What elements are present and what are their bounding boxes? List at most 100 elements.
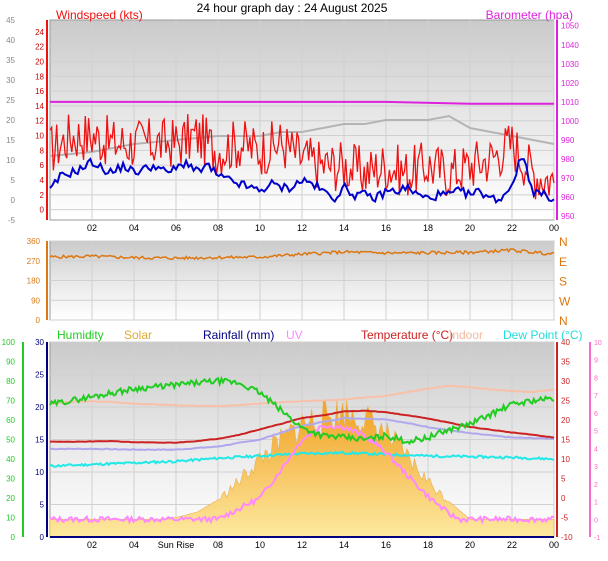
wind-inner-tick-label: 2 bbox=[40, 191, 45, 200]
temp-tick-label: 5 bbox=[561, 475, 566, 484]
wind-x-tick-label: 04 bbox=[129, 223, 139, 233]
wind-inner-tick-label: 24 bbox=[35, 28, 44, 37]
dir-compass-label: S bbox=[559, 275, 567, 289]
uv-tick-label: 10 bbox=[594, 340, 602, 347]
wind-x-tick-label: 00 bbox=[549, 223, 559, 233]
wind-inner-tick-label: 0 bbox=[40, 206, 45, 215]
dir-tick-label: 270 bbox=[27, 257, 41, 266]
humidity-tick-label: 40 bbox=[6, 455, 15, 464]
rain-tick-label: 20 bbox=[35, 403, 44, 412]
series-barometer-history bbox=[49, 114, 555, 157]
rain-tick-label: 30 bbox=[35, 338, 44, 347]
legend-indoor: Indoor bbox=[449, 328, 483, 342]
uv-tick-label: 1 bbox=[594, 500, 598, 507]
dir-tick-label: 180 bbox=[27, 277, 41, 286]
wind-x-tick-label: 06 bbox=[171, 223, 181, 233]
series-windspeed bbox=[49, 114, 555, 200]
temp-tick-label: 0 bbox=[561, 494, 566, 503]
humidity-tick-label: 20 bbox=[6, 494, 15, 503]
wind-outer-tick-label: 35 bbox=[6, 56, 15, 65]
wind-outer-tick-label: 5 bbox=[11, 176, 16, 185]
wind-outer-tick-label: 45 bbox=[6, 16, 15, 25]
legend-rainfall: Rainfall (mm) bbox=[203, 328, 274, 342]
dir-compass-label: N bbox=[559, 235, 568, 249]
wind-outer-tick-label: -5 bbox=[8, 216, 16, 225]
temp-x-tick-label: 10 bbox=[255, 540, 265, 550]
dir-compass-label: N bbox=[559, 314, 568, 328]
temp-x-tick-label: 04 bbox=[129, 540, 139, 550]
baro-tick-label: 1020 bbox=[561, 79, 579, 88]
uv-tick-label: 7 bbox=[594, 393, 598, 400]
uv-tick-label: 3 bbox=[594, 464, 598, 471]
rain-tick-label: 5 bbox=[40, 501, 45, 510]
temp-x-tick-label: 16 bbox=[381, 540, 391, 550]
wind-outer-tick-label: 40 bbox=[6, 36, 15, 45]
temp-x-tick-label: 00 bbox=[549, 540, 559, 550]
temp-x-tick-label: 08 bbox=[213, 540, 223, 550]
humidity-tick-label: 90 bbox=[6, 358, 15, 367]
temp-x-tick-label: Sun Rise bbox=[158, 540, 195, 550]
legend-solar: Solar bbox=[124, 328, 152, 342]
temp-x-tick-label: 02 bbox=[87, 540, 97, 550]
baro-tick-label: 960 bbox=[561, 193, 575, 202]
legend-humidity: Humidity bbox=[57, 328, 104, 342]
rain-tick-label: 0 bbox=[40, 533, 45, 542]
series-indoor bbox=[49, 384, 555, 408]
wind-inner-tick-label: 8 bbox=[40, 146, 45, 155]
baro-tick-label: 1040 bbox=[561, 41, 579, 50]
rain-tick-label: 10 bbox=[35, 468, 44, 477]
wind-x-tick-label: 12 bbox=[297, 223, 307, 233]
temp-x-tick-label: 20 bbox=[465, 540, 475, 550]
baro-tick-label: 990 bbox=[561, 136, 575, 145]
wind-inner-tick-label: 12 bbox=[35, 117, 44, 126]
uv-tick-label: 0 bbox=[594, 517, 598, 524]
series-temperature bbox=[50, 409, 555, 444]
legend-temperature: Temperature (°C) bbox=[361, 328, 453, 342]
humidity-tick-label: 70 bbox=[6, 397, 15, 406]
wind-x-tick-label: 08 bbox=[213, 223, 223, 233]
baro-tick-label: 950 bbox=[561, 212, 575, 221]
baro-tick-label: 970 bbox=[561, 174, 575, 183]
graph-title: 24 hour graph day : 24 August 2025 bbox=[197, 1, 388, 15]
wind-x-tick-label: 20 bbox=[465, 223, 475, 233]
uv-tick-label: 6 bbox=[594, 411, 598, 418]
uv-tick-label: -1 bbox=[594, 535, 600, 542]
wind-inner-tick-label: 22 bbox=[35, 43, 44, 52]
wind-x-tick-label: 18 bbox=[423, 223, 433, 233]
wind-inner-tick-label: 10 bbox=[35, 132, 44, 141]
temp-tick-label: 10 bbox=[561, 455, 570, 464]
series-gust bbox=[49, 157, 555, 205]
temp-tick-label: 40 bbox=[561, 338, 570, 347]
temp-tick-label: -5 bbox=[561, 514, 569, 523]
baro-tick-label: 1050 bbox=[561, 22, 579, 31]
dir-tick-label: 0 bbox=[36, 316, 41, 325]
wind-inner-tick-label: 6 bbox=[40, 161, 45, 170]
wind-inner-tick-label: 20 bbox=[35, 57, 44, 66]
humidity-tick-label: 10 bbox=[6, 514, 15, 523]
wind-inner-tick-label: 14 bbox=[35, 102, 44, 111]
baro-tick-label: 1000 bbox=[561, 117, 579, 126]
humidity-tick-label: 50 bbox=[6, 436, 15, 445]
series-dewpoint bbox=[49, 450, 555, 468]
uv-tick-label: 5 bbox=[594, 429, 598, 436]
dir-tick-label: 90 bbox=[31, 296, 40, 305]
temp-x-tick-label: 22 bbox=[507, 540, 517, 550]
temp-tick-label: 35 bbox=[561, 358, 570, 367]
temp-tick-label: 30 bbox=[561, 377, 570, 386]
temp-x-tick-label: 18 bbox=[423, 540, 433, 550]
wind-inner-tick-label: 16 bbox=[35, 87, 44, 96]
temp-tick-label: 15 bbox=[561, 436, 570, 445]
rain-tick-label: 15 bbox=[35, 436, 44, 445]
wind-x-tick-label: 22 bbox=[507, 223, 517, 233]
wind-outer-tick-label: 20 bbox=[6, 116, 15, 125]
temp-x-tick-label: 14 bbox=[339, 540, 349, 550]
baro-tick-label: 980 bbox=[561, 155, 575, 164]
rain-tick-label: 25 bbox=[35, 371, 44, 380]
legend-windspeed: Windspeed (kts) bbox=[56, 8, 143, 22]
wind-x-tick-label: 10 bbox=[255, 223, 265, 233]
wind-x-tick-label: 14 bbox=[339, 223, 349, 233]
series-wind-direction bbox=[49, 247, 555, 261]
series-uv bbox=[49, 424, 555, 525]
uv-tick-label: 8 bbox=[594, 375, 598, 382]
